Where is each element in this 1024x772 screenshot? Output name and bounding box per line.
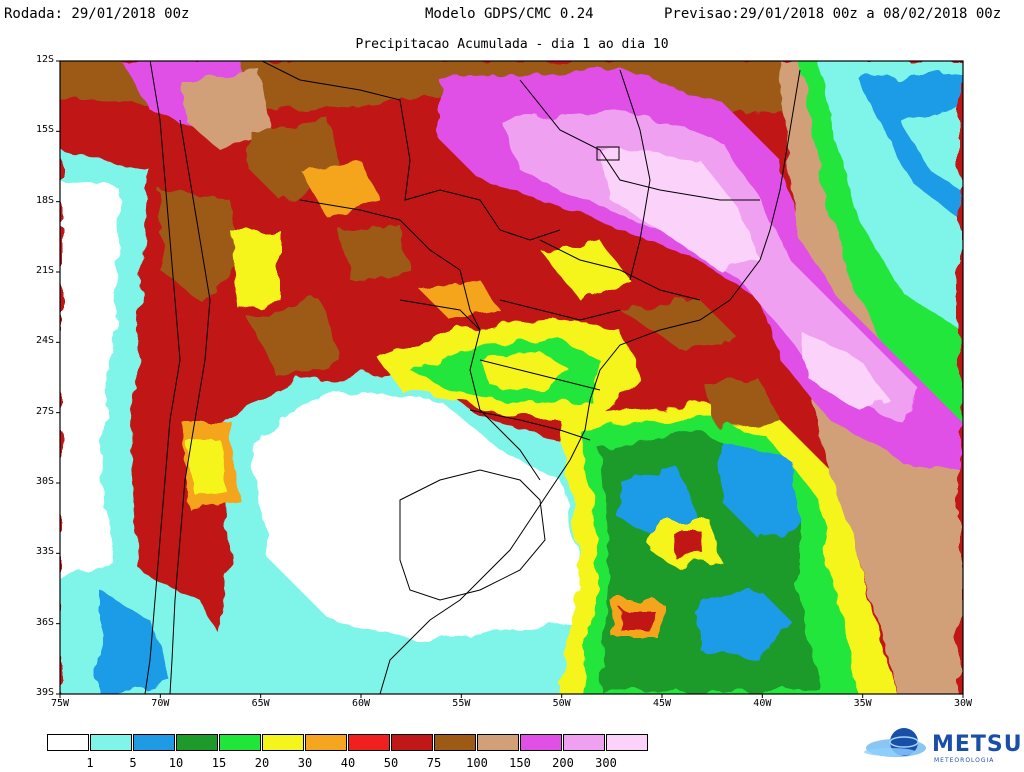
metsul-logo: METSUL METEOROLOGIA <box>860 724 1024 768</box>
lat-label: 12S <box>35 54 54 65</box>
lon-label: 40W <box>753 698 772 709</box>
legend-swatch <box>563 734 605 751</box>
lon-label: 75W <box>50 698 70 709</box>
legend-swatch <box>90 734 132 751</box>
legend-swatch <box>305 734 347 751</box>
legend-swatch <box>520 734 562 751</box>
legend-swatch <box>477 734 519 751</box>
legend-swatch <box>606 734 648 751</box>
lat-label: 15S <box>35 124 54 136</box>
lat-label: 36S <box>35 616 54 628</box>
forecast-period: Previsao:29/01/2018 00z a 08/02/2018 00z <box>664 6 1002 22</box>
globe-icon <box>864 728 926 757</box>
legend-label: 150 <box>509 756 531 770</box>
lon-label: 50W <box>552 698 571 709</box>
lat-label: 24S <box>35 335 54 347</box>
axis-ticks <box>56 60 964 698</box>
legend-label: 300 <box>595 756 617 770</box>
legend-label: 200 <box>552 756 574 770</box>
legend-label: 40 <box>340 756 356 770</box>
lon-label: 65W <box>251 698 270 709</box>
lat-label: 33S <box>35 546 54 558</box>
precip-field <box>60 61 963 694</box>
logo-name: METSUL <box>932 732 1024 757</box>
legend-swatch <box>176 734 218 751</box>
lon-label: 55W <box>452 698 471 709</box>
legend-swatch <box>133 734 175 751</box>
legend-label: 50 <box>383 756 399 770</box>
country-borders <box>144 61 801 694</box>
legend-label: 100 <box>466 756 488 770</box>
legend-swatch <box>47 734 89 751</box>
legend-label: 10 <box>168 756 184 770</box>
lat-label: 21S <box>35 265 54 276</box>
lon-label: 30W <box>953 698 973 709</box>
run-date: Rodada: 29/01/2018 00z <box>4 6 190 22</box>
legend-swatch <box>391 734 433 751</box>
legend-label: 20 <box>254 756 270 770</box>
lon-label: 60W <box>351 698 371 709</box>
lat-label: 27S <box>35 405 54 417</box>
lat-label: 39S <box>35 687 54 698</box>
legend-swatch <box>262 734 304 751</box>
lat-label: 30S <box>35 476 54 487</box>
legend-label: 1 <box>86 756 94 770</box>
map-frame <box>59 60 964 695</box>
lon-label: 70W <box>151 698 170 709</box>
lon-label: 35W <box>853 698 872 709</box>
map-subtitle: Precipitacao Acumulada - dia 1 ao dia 10 <box>355 37 669 52</box>
legend-label: 30 <box>297 756 313 770</box>
legend-swatch <box>219 734 261 751</box>
legend-swatch <box>434 734 476 751</box>
logo-tagline: METEOROLOGIA <box>934 757 995 764</box>
model-name: Modelo GDPS/CMC 0.24 <box>425 6 594 22</box>
legend-swatch <box>348 734 390 751</box>
legend-label: 15 <box>211 756 227 770</box>
legend-label: 5 <box>129 756 137 770</box>
lat-label: 18S <box>35 194 54 206</box>
lon-label: 45W <box>652 698 672 709</box>
legend-label: 75 <box>426 756 442 770</box>
